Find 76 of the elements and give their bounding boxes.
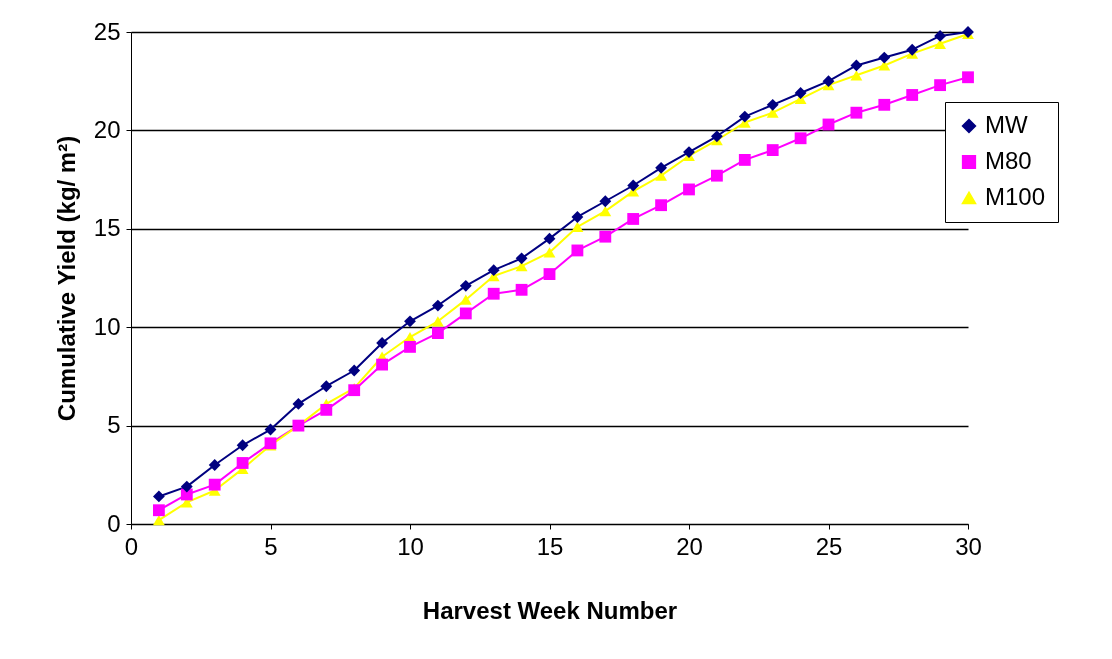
legend-label: MW	[985, 111, 1028, 138]
point	[376, 337, 389, 349]
point	[459, 294, 472, 305]
point	[208, 478, 221, 491]
point	[180, 480, 193, 493]
x-tick-label: 25	[815, 532, 843, 560]
point	[152, 490, 165, 503]
x-tick-label: 15	[536, 532, 564, 560]
point	[906, 89, 919, 101]
point	[487, 264, 500, 277]
point	[571, 211, 584, 223]
point	[515, 283, 528, 296]
point	[459, 279, 472, 292]
point	[627, 213, 640, 225]
x-axis-title: Harvest Week Number	[422, 596, 678, 624]
point	[710, 130, 723, 143]
point	[571, 244, 584, 257]
y-tick-label: 0	[107, 509, 121, 537]
point	[822, 75, 835, 88]
point	[543, 247, 556, 258]
point	[850, 106, 863, 119]
point	[292, 398, 305, 410]
point	[543, 232, 556, 245]
x-tick-label: 20	[676, 532, 703, 560]
point	[515, 252, 528, 265]
point	[459, 307, 472, 320]
point	[627, 179, 640, 192]
point	[655, 161, 668, 174]
point	[236, 457, 249, 469]
x-tick-label: 0	[124, 532, 139, 560]
point	[850, 59, 863, 72]
y-tick-label: 25	[93, 17, 121, 45]
point	[208, 459, 221, 471]
x-tick-label: 30	[955, 532, 982, 560]
point	[431, 299, 444, 312]
y-axis-title: Cumulative Yield (kg/ m²)	[52, 135, 80, 422]
point	[320, 403, 333, 416]
point	[431, 327, 444, 340]
point	[794, 87, 807, 99]
point	[348, 364, 361, 377]
point	[376, 358, 389, 371]
point	[962, 71, 974, 84]
y-tick-label: 20	[93, 115, 121, 143]
point	[766, 98, 779, 111]
point	[934, 79, 947, 92]
point	[906, 43, 919, 56]
point	[710, 169, 723, 182]
point	[599, 230, 612, 243]
point	[766, 144, 779, 156]
point	[599, 195, 612, 208]
point	[850, 70, 863, 81]
point	[794, 132, 807, 145]
point	[431, 316, 444, 327]
point	[738, 110, 751, 123]
x-tick-label: 10	[397, 532, 424, 560]
point	[738, 154, 751, 166]
point	[571, 221, 584, 232]
point	[934, 30, 947, 42]
y-tick-label: 5	[107, 411, 121, 439]
point	[878, 51, 891, 64]
point	[599, 205, 612, 217]
point	[404, 340, 416, 353]
point	[543, 268, 556, 280]
point	[683, 183, 695, 196]
point	[152, 504, 165, 517]
point	[487, 287, 500, 300]
point	[878, 98, 891, 111]
point	[655, 199, 668, 212]
y-tick-label: 15	[93, 214, 121, 242]
point	[236, 439, 249, 452]
point	[320, 380, 333, 393]
y-tick-label: 10	[93, 312, 121, 340]
legend-label: M100	[985, 183, 1046, 210]
x-tick-label: 5	[264, 532, 278, 560]
point	[404, 315, 416, 328]
legend-label: M80	[985, 147, 1032, 174]
